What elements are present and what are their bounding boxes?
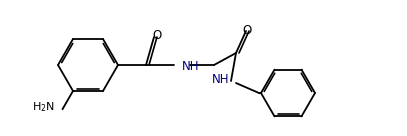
Text: NH: NH <box>182 61 199 73</box>
Text: NH: NH <box>212 73 230 86</box>
Text: O: O <box>243 24 252 37</box>
Text: O: O <box>152 29 162 42</box>
Text: H$_2$N: H$_2$N <box>31 100 55 114</box>
